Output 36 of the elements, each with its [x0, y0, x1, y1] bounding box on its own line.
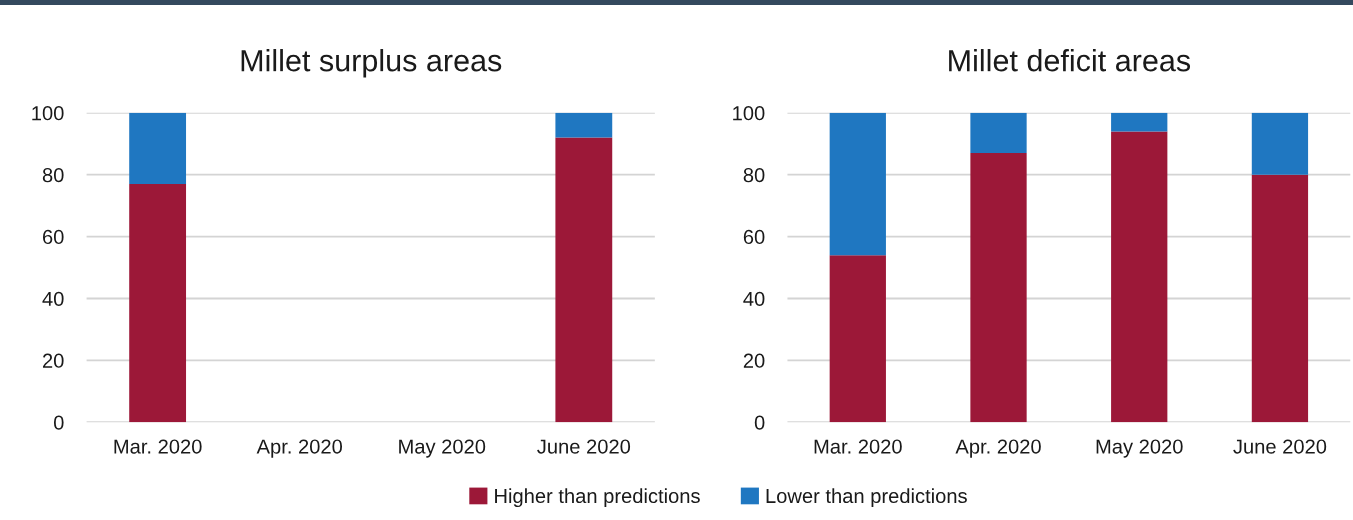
y-tick-label: 60 [42, 229, 64, 245]
y-tick-label: 80 [743, 167, 765, 183]
bar [970, 112, 1027, 154]
x-tick-label: Mar. 2020 [114, 439, 202, 454]
bar [129, 112, 187, 184]
y-tick-label: 40 [743, 291, 765, 306]
legend-label: Higher than predictions [495, 488, 700, 508]
bar [970, 153, 1027, 423]
bar [1111, 131, 1168, 423]
bar [555, 137, 613, 423]
bar [829, 255, 886, 423]
bar [1111, 112, 1168, 132]
x-tick-label: Apr. 2020 [256, 439, 343, 458]
y-tick-label: 0 [53, 415, 64, 430]
x-tick-label: Apr. 2020 [955, 439, 1041, 458]
y-tick-label: 60 [743, 229, 765, 245]
y-tick-label: 100 [32, 106, 64, 121]
legend-label: Lower than predictions [766, 488, 967, 508]
y-tick-label: 20 [743, 353, 765, 368]
x-tick-label: May 2020 [399, 439, 486, 458]
x-tick-label: May 2020 [1096, 439, 1183, 458]
bar [1251, 112, 1309, 175]
chart-title: Millet deficit areas [949, 49, 1191, 72]
y-tick-label: 0 [754, 415, 765, 430]
y-tick-label: 100 [733, 106, 765, 121]
x-tick-label: June 2020 [1233, 439, 1327, 454]
chart-title: Millet surplus areas [241, 49, 502, 78]
bar [1251, 174, 1309, 423]
y-tick-label: 40 [42, 291, 64, 306]
x-tick-label: June 2020 [537, 439, 631, 454]
bar [555, 112, 613, 138]
bar [829, 112, 886, 256]
bar [129, 184, 187, 423]
x-tick-label: Mar. 2020 [814, 439, 902, 454]
y-tick-label: 20 [42, 353, 64, 368]
y-tick-label: 80 [42, 167, 64, 183]
